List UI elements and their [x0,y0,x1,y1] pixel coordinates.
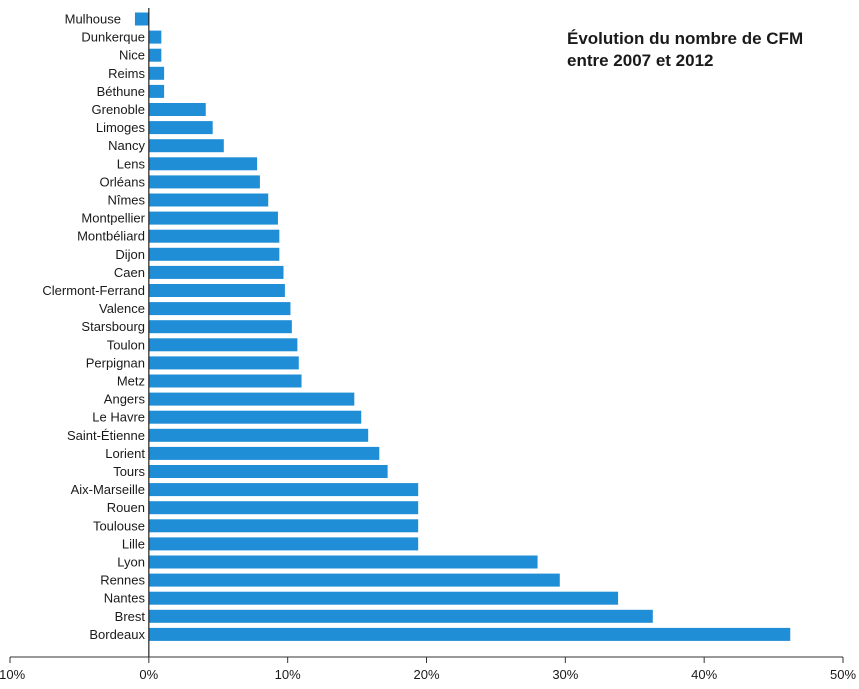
category-label: Montbéliard [77,229,145,244]
bar [148,338,298,352]
category-label: Nancy [108,138,145,153]
category-label: Saint-Étienne [67,428,145,443]
category-label: Valence [99,301,145,316]
bar [148,229,280,243]
bar [148,84,165,98]
bar [148,627,791,641]
category-label: Angers [104,392,146,407]
category-label: Le Havre [92,410,145,425]
bar [148,103,206,116]
bar [148,374,302,388]
category-label: Toulon [107,337,145,352]
bar [148,410,362,424]
x-tick-label: 10% [275,667,301,682]
x-tick-label: 40% [691,667,717,682]
bar [148,428,369,442]
category-label: Orléans [99,174,145,189]
bar [148,66,165,80]
x-tick-label: 50% [830,667,856,682]
bar [148,265,284,279]
category-label: Limoges [96,120,146,135]
category-label: Nîmes [107,193,145,208]
category-label: Grenoble [92,102,145,117]
category-label: Lens [117,156,146,171]
bar [134,12,149,26]
category-label: Metz [117,374,145,389]
bar [148,157,258,171]
bar [148,501,419,515]
bar [148,465,388,478]
category-label: Toulouse [93,518,145,533]
category-label: Rouen [107,500,145,515]
bar [148,483,419,497]
bar [148,537,419,551]
category-label: Brest [115,609,146,624]
category-label: Dunkerque [81,30,145,45]
x-tick-label: 20% [413,667,439,682]
category-label: Dijon [115,247,145,262]
x-tick-label: -10% [0,667,26,682]
category-label: Clermont-Ferrand [42,283,145,298]
category-label: Reims [108,66,145,81]
bar [148,573,560,587]
category-label: Lorient [105,446,145,461]
bar [148,284,285,297]
bar [148,591,619,605]
category-label: Lille [122,536,145,551]
category-label: Aix-Marseille [71,482,145,497]
category-label: Nice [119,48,145,63]
category-label: Perpignan [86,355,145,370]
category-label: Mulhouse [65,12,121,27]
bar [148,211,278,225]
category-label: Béthune [97,84,145,99]
bar [148,609,653,623]
bar [148,320,292,334]
bar [148,555,538,569]
bar [148,519,419,533]
bar [148,446,380,460]
bar [148,302,291,316]
bar [148,356,299,370]
bar [148,392,355,406]
category-label: Starsbourg [81,319,145,334]
category-label: Nantes [104,591,146,606]
bar [148,175,260,189]
bar [148,247,280,261]
category-label: Caen [114,265,145,280]
bar [148,121,213,135]
category-label: Montpellier [81,211,145,226]
bar [148,193,269,207]
chart-title: Évolution du nombre de CFM entre 2007 et… [567,29,804,70]
category-label: Tours [113,464,145,479]
category-label: Rennes [100,573,145,588]
x-tick-label: 30% [552,667,578,682]
bar [148,139,224,153]
x-tick-label: 0% [139,667,158,682]
bar [148,30,162,44]
category-label: Lyon [117,555,145,570]
category-label: Bordeaux [89,627,145,642]
bar [148,48,162,62]
